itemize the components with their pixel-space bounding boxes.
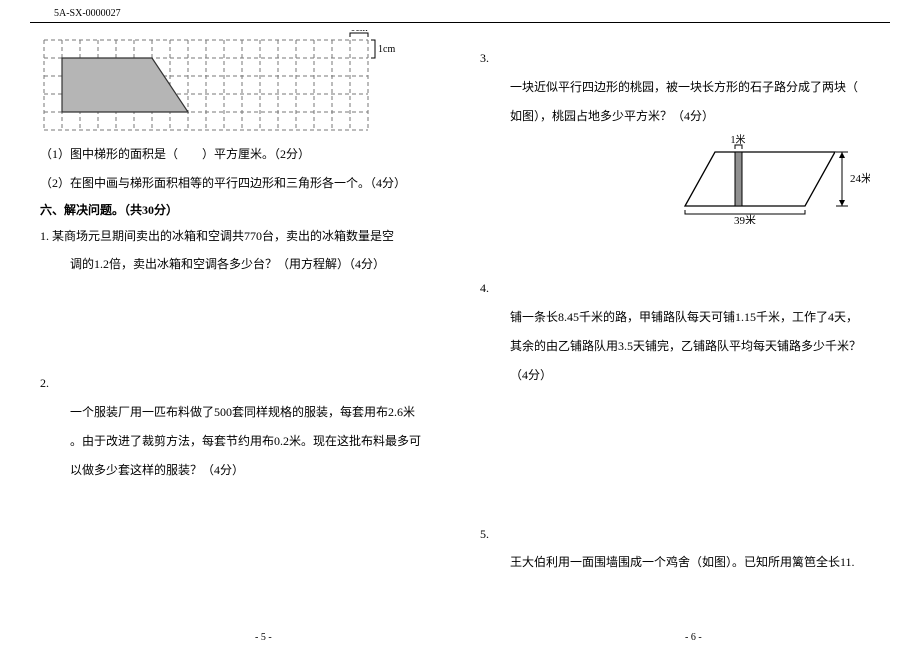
q2-l3: 以做多少套这样的服装？（4分） — [40, 456, 450, 485]
q3-num: 3. — [480, 44, 890, 73]
q1-workspace — [40, 279, 450, 369]
grid-figure: 1cm 1cm — [40, 30, 450, 134]
q2-l1: 一个服装厂用一匹布料做了500套同样规格的服装，每套用布2.6米 — [40, 398, 450, 427]
section-6-title: 六、解决问题。（共30分） — [40, 198, 450, 222]
header-rule — [30, 22, 890, 23]
q2-num: 2. — [40, 369, 450, 398]
right-column: 3. 一块近似平行四边形的桃园，被一块长方形的石子路分成了两块（ 如图），桃园占… — [480, 30, 890, 577]
q4-l1: 铺一条长8.45千米的路，甲铺路队每天可铺1.15千米，工作了4天， — [480, 303, 890, 332]
q4-l2: 其余的由乙铺路队用3.5天铺完，乙铺路队平均每天铺路多少千米？ — [480, 332, 890, 361]
q1-l2: 调的1.2倍，卖出冰箱和空调各多少台？（用方程解）（4分） — [40, 250, 450, 279]
orchard-figure: 1米 24米 39米 — [660, 134, 890, 224]
doc-code: 5A-SX-0000027 — [54, 8, 121, 19]
q4-num: 4. — [480, 274, 890, 303]
q4-l3: （4分） — [480, 361, 890, 390]
q2-l2: 。由于改进了裁剪方法，每套节约用布0.2米。现在这批布料最多可 — [40, 427, 450, 456]
q3-workspace — [480, 234, 890, 274]
q1: 1. 某商场元旦期间卖出的冰箱和空调共770台，卖出的冰箱数量是空 — [40, 222, 450, 251]
q1-num: 1. — [40, 229, 49, 243]
svg-text:39米: 39米 — [734, 214, 756, 224]
grid-q2: （2）在图中画与梯形面积相等的平行四边形和三角形各一个。（4分） — [40, 169, 450, 198]
page-num-left: - 5 - — [255, 632, 272, 643]
spacer — [480, 30, 890, 44]
q5-l1: 王大伯利用一面围墙围成一个鸡舍（如图）。已知所用篱笆全长11. — [480, 548, 890, 577]
left-column: 1cm 1cm （1）图中梯形的面积是（ ）平方厘米。（2分） （2）在图中画与梯… — [40, 30, 450, 484]
q4-workspace — [480, 390, 890, 520]
q3-l2: 如图），桃园占地多少平方米？（4分） — [480, 102, 890, 131]
svg-text:24米: 24米 — [850, 172, 870, 185]
svg-text:1cm: 1cm — [378, 44, 395, 55]
grid-q1: （1）图中梯形的面积是（ ）平方厘米。（2分） — [40, 140, 450, 169]
q3-l1: 一块近似平行四边形的桃园，被一块长方形的石子路分成了两块（ — [480, 73, 890, 102]
q1-l1: 某商场元旦期间卖出的冰箱和空调共770台，卖出的冰箱数量是空 — [52, 229, 394, 243]
page-num-right: - 6 - — [685, 632, 702, 643]
svg-text:1cm: 1cm — [350, 30, 367, 34]
svg-text:1米: 1米 — [731, 134, 746, 146]
q5-num: 5. — [480, 520, 890, 549]
